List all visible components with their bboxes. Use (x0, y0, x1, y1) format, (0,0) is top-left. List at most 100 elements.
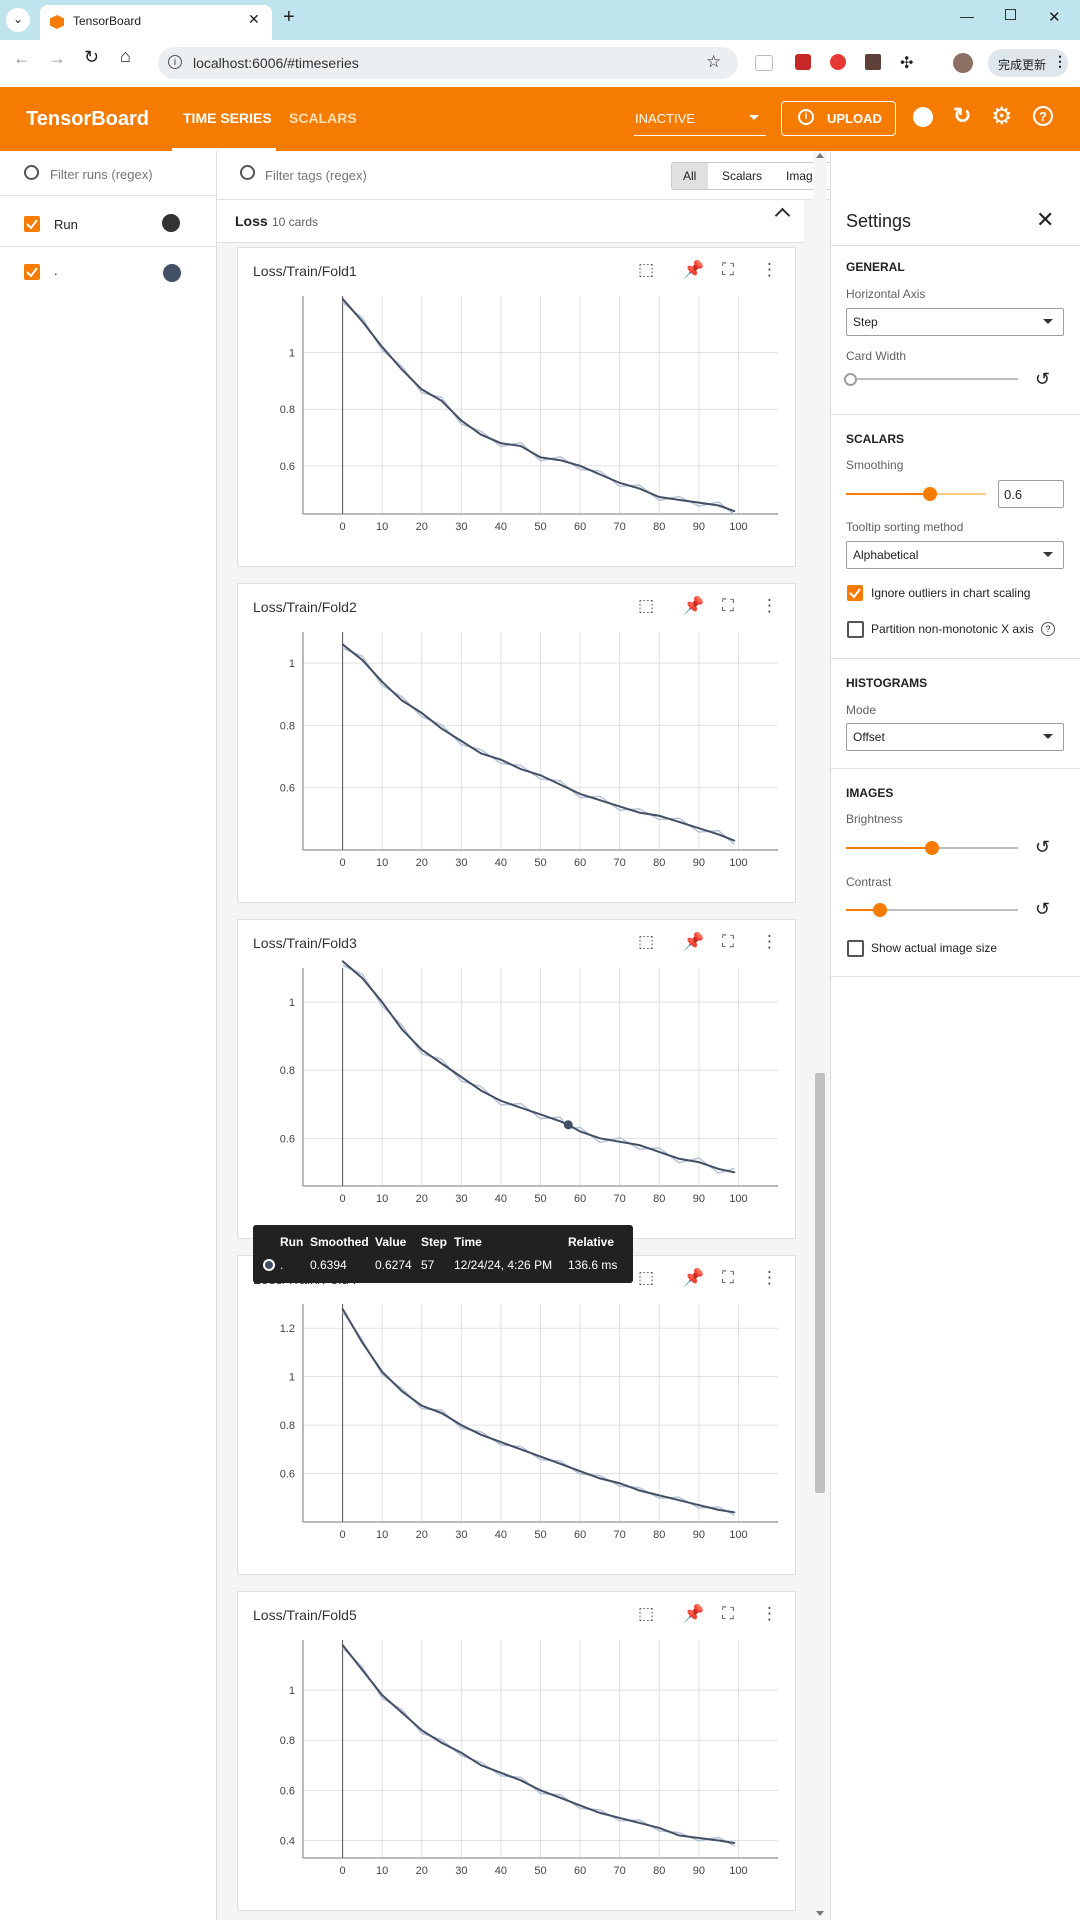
fullscreen-icon[interactable]: ⛶ (722, 260, 734, 280)
data-point (440, 1741, 443, 1744)
fullscreen-icon[interactable]: ⛶ (722, 1604, 734, 1624)
fit-domain-icon[interactable]: ⬚ (638, 1604, 655, 1624)
restore-icon[interactable] (1005, 9, 1016, 20)
chip-all[interactable]: All (672, 163, 708, 189)
more-vert-icon[interactable]: ⋮ (761, 596, 778, 616)
slider-thumb[interactable] (925, 841, 939, 855)
y-tick-label: 1.2 (280, 1323, 295, 1335)
partition-checkbox[interactable] (847, 621, 864, 638)
scrollbar[interactable] (813, 151, 827, 1920)
home-icon[interactable]: ⌂ (120, 46, 131, 66)
back-icon[interactable]: ← (13, 48, 31, 68)
site-info-icon[interactable]: i (168, 55, 182, 69)
close-tab-icon[interactable]: ✕ (248, 11, 260, 27)
smoothed-series-line (341, 643, 735, 842)
help-icon[interactable]: ? (1033, 106, 1053, 126)
more-vert-icon[interactable]: ⋮ (761, 260, 778, 280)
profile-update-button[interactable]: 完成更新 ⋮ (988, 49, 1068, 77)
tag-filter-input[interactable]: Filter tags (regex) (265, 168, 367, 183)
brightness-label: Brightness (846, 812, 903, 826)
y-tick-label: 0.8 (280, 1420, 295, 1432)
chip-scalars[interactable]: Scalars (722, 169, 763, 183)
puzzle-icon[interactable]: ✣ (900, 55, 914, 72)
data-point (733, 1171, 736, 1174)
upload-button[interactable]: i UPLOAD (781, 101, 896, 136)
actual-size-checkbox[interactable] (847, 940, 864, 957)
run-filter-input[interactable]: Filter runs (regex) (50, 167, 153, 182)
chevron-up-icon[interactable] (774, 207, 791, 224)
tab-scalars[interactable]: SCALARS (289, 110, 357, 126)
forward-icon[interactable]: → (48, 48, 66, 68)
check-icon (26, 219, 38, 230)
more-vert-icon[interactable]: ⋮ (761, 1604, 778, 1624)
close-icon[interactable]: ✕ (1036, 207, 1055, 232)
reset-icon[interactable]: ↺ (1035, 837, 1051, 857)
settings-gear-icon[interactable]: ⚙ (991, 103, 1013, 130)
extension-icon-1[interactable] (755, 55, 773, 71)
data-point (401, 1390, 403, 1392)
run-color-swatch[interactable] (163, 264, 181, 282)
reload-icon[interactable]: ↻ (84, 47, 100, 67)
inactive-plugins-select[interactable]: INACTIVE (634, 101, 766, 136)
slider-thumb[interactable] (844, 373, 857, 386)
tab-search-button[interactable]: ⌄ (6, 8, 30, 32)
more-vert-icon[interactable]: ⋮ (761, 1268, 778, 1288)
new-tab-icon[interactable]: + (283, 6, 295, 28)
scroll-up-arrow-icon[interactable] (816, 153, 824, 158)
run-checkbox[interactable] (24, 264, 40, 280)
data-point (599, 473, 601, 476)
data-point (420, 1048, 423, 1051)
smoothing-slider[interactable] (846, 484, 986, 504)
smoothing-input[interactable]: 0.6 (998, 480, 1064, 508)
pin-icon[interactable]: 📌 (683, 1268, 705, 1288)
card-group-header[interactable]: Loss 10 cards (217, 200, 804, 243)
tooltip-sort-select[interactable]: Alphabetical (846, 541, 1064, 569)
avatar[interactable] (953, 53, 973, 73)
contrast-slider[interactable] (846, 900, 1018, 920)
fullscreen-icon[interactable]: ⛶ (722, 932, 734, 952)
reset-icon[interactable]: ↺ (1035, 899, 1051, 919)
data-point (678, 1157, 680, 1160)
pin-icon[interactable]: 📌 (683, 596, 705, 616)
palette-icon[interactable] (162, 214, 180, 232)
chevron-down-icon: ⌄ (13, 12, 24, 26)
help-icon[interactable]: ? (1041, 622, 1055, 636)
dark-mode-icon[interactable] (913, 107, 933, 127)
y-tick-label: 0.6 (280, 783, 295, 795)
browser-tab[interactable]: TensorBoard ✕ (40, 5, 272, 40)
pin-icon[interactable]: 📌 (683, 932, 705, 952)
url-bar[interactable]: i localhost:6006/#timeseries ☆ (158, 47, 738, 79)
close-window-icon[interactable]: ✕ (1048, 9, 1061, 26)
slider-thumb[interactable] (873, 903, 888, 917)
run-header-checkbox[interactable] (24, 216, 40, 232)
scrollbar-thumb[interactable] (815, 1073, 825, 1493)
brightness-slider[interactable] (846, 838, 1018, 858)
refresh-icon[interactable]: ↻ (953, 103, 972, 128)
chip-image[interactable]: Image (786, 169, 820, 183)
reset-icon[interactable]: ↺ (1035, 369, 1051, 389)
fit-domain-icon[interactable]: ⬚ (638, 260, 655, 280)
ignore-outliers-checkbox[interactable] (847, 585, 863, 601)
pin-icon[interactable]: 📌 (683, 260, 705, 280)
fit-domain-icon[interactable]: ⬚ (638, 1268, 655, 1288)
minimize-icon[interactable]: — (960, 8, 974, 24)
histogram-mode-select[interactable]: Offset (846, 723, 1064, 751)
scroll-down-arrow-icon[interactable] (816, 1911, 824, 1916)
data-point (678, 499, 680, 501)
tab-time-series[interactable]: TIME SERIES (172, 87, 276, 151)
fit-domain-icon[interactable]: ⬚ (638, 932, 655, 952)
card-width-slider[interactable] (844, 369, 1018, 389)
extension-icon-3[interactable] (830, 54, 846, 70)
extension-icon-2[interactable] (795, 54, 811, 70)
more-vert-icon[interactable]: ⋮ (761, 932, 778, 952)
fullscreen-icon[interactable]: ⛶ (722, 596, 734, 616)
y-tick-label: 1 (289, 1685, 295, 1697)
extension-icon-4[interactable] (865, 54, 881, 70)
slider-thumb[interactable] (923, 487, 937, 501)
x-tick-label: 70 (614, 1865, 626, 1877)
horizontal-axis-select[interactable]: Step (846, 308, 1064, 336)
pin-icon[interactable]: 📌 (683, 1604, 705, 1624)
fit-domain-icon[interactable]: ⬚ (638, 596, 655, 616)
fullscreen-icon[interactable]: ⛶ (722, 1268, 734, 1288)
bookmark-star-icon[interactable]: ☆ (706, 52, 722, 71)
